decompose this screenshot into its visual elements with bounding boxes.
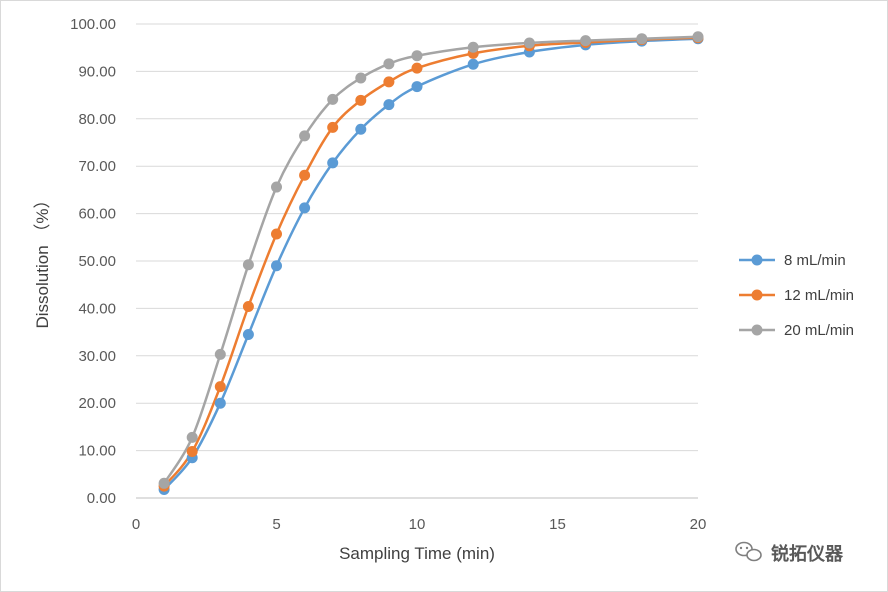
x-axis-title: Sampling Time (min) — [339, 544, 495, 563]
watermark: 锐拓仪器 — [735, 541, 844, 564]
data-point-series-3 — [327, 93, 339, 105]
watermark-text: 锐拓仪器 — [771, 543, 844, 564]
data-point-series-1 — [467, 58, 479, 70]
legend: 8 mL/min 12 mL/min 20 mL/min — [739, 252, 854, 339]
wechat-icon — [735, 541, 762, 562]
legend-label: 12 mL/min — [784, 287, 854, 304]
y-tick-label: 80.00 — [78, 111, 116, 128]
data-point-series-1 — [299, 202, 311, 214]
x-tick-label: 10 — [409, 516, 426, 533]
y-tick-label: 30.00 — [78, 348, 116, 365]
data-point-series-3 — [467, 41, 479, 53]
y-tick-labels: 0.00 10.00 20.00 30.00 40.00 50.00 60.00 70.00 8… — [70, 16, 116, 507]
y-tick-label: 90.00 — [78, 63, 116, 80]
data-point-series-3 — [271, 181, 282, 193]
data-point-series-2 — [299, 169, 311, 181]
data-point-series-2 — [214, 381, 226, 393]
data-point-series-3 — [242, 259, 254, 271]
legend-swatch-marker — [751, 289, 763, 301]
series-markers — [158, 31, 704, 495]
x-tick-label: 20 — [690, 516, 707, 533]
x-tick-label: 5 — [272, 516, 280, 533]
data-point-series-3 — [214, 348, 226, 360]
data-point-series-3 — [692, 31, 704, 43]
data-point-series-2 — [186, 446, 198, 458]
y-tick-label: 100.00 — [70, 16, 116, 33]
data-point-series-3 — [523, 37, 535, 49]
data-point-series-1 — [327, 157, 339, 169]
y-axis-title: Dissolution （%） — [33, 192, 52, 329]
data-point-series-2 — [271, 228, 282, 240]
data-point-series-1 — [411, 81, 423, 93]
data-point-series-1 — [383, 99, 395, 111]
data-point-series-3 — [186, 431, 198, 443]
data-point-series-1 — [214, 397, 226, 409]
data-point-series-1 — [271, 260, 282, 272]
data-point-series-3 — [158, 477, 170, 489]
y-tick-label: 0.00 — [87, 490, 116, 507]
data-point-series-1 — [355, 123, 367, 135]
data-point-series-3 — [383, 58, 395, 70]
legend-label: 8 mL/min — [784, 252, 846, 269]
data-point-series-3 — [580, 35, 592, 47]
y-tick-label: 60.00 — [78, 206, 116, 223]
data-point-series-3 — [411, 50, 423, 62]
y-tick-label: 40.00 — [78, 300, 116, 317]
data-point-series-2 — [411, 62, 423, 74]
data-point-series-3 — [636, 33, 648, 45]
data-point-series-3 — [299, 130, 311, 142]
y-tick-label: 50.00 — [78, 253, 116, 270]
data-point-series-2 — [242, 301, 254, 313]
y-tick-label: 20.00 — [78, 395, 116, 412]
series-line-2 — [162, 36, 700, 488]
y-tick-label: 70.00 — [78, 158, 116, 175]
x-tick-labels: 0 5 10 15 20 — [132, 516, 707, 533]
legend-swatch-marker — [751, 324, 763, 336]
data-point-series-2 — [383, 76, 395, 88]
series-line-3 — [162, 35, 700, 485]
data-point-series-3 — [355, 72, 367, 84]
x-tick-label: 0 — [132, 516, 140, 533]
data-point-series-2 — [355, 94, 367, 106]
data-point-series-2 — [327, 121, 339, 133]
legend-swatch-marker — [751, 254, 763, 266]
y-tick-label: 10.00 — [78, 443, 116, 460]
data-point-series-1 — [242, 328, 254, 340]
legend-label: 20 mL/min — [784, 322, 854, 339]
x-tick-label: 15 — [549, 516, 566, 533]
